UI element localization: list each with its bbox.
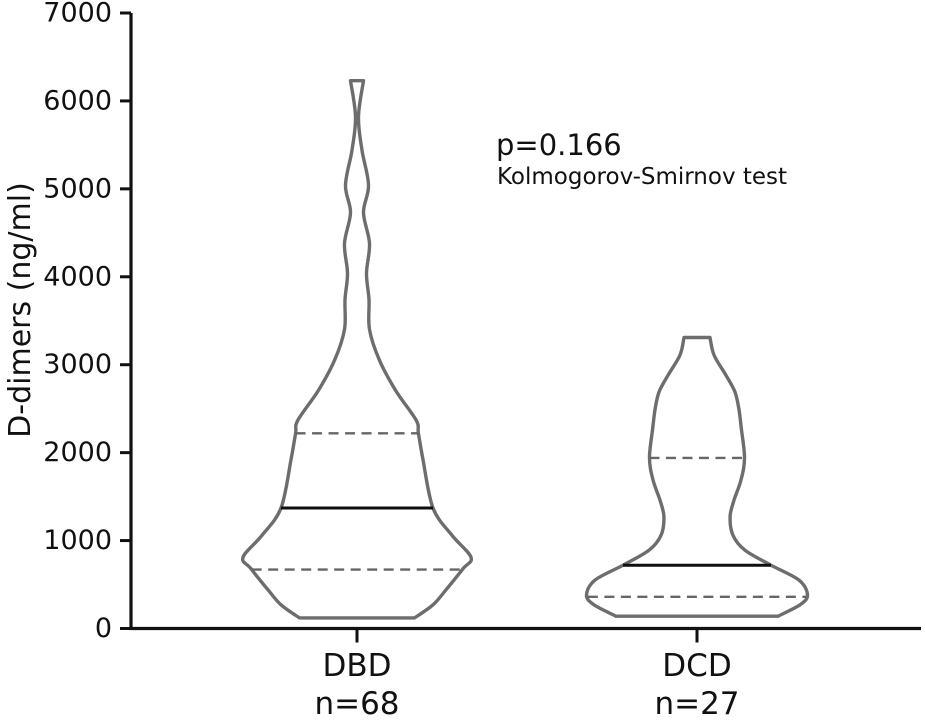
group-label-dcd: DCD (662, 648, 731, 684)
y-tick-label: 7000 (43, 0, 112, 29)
y-axis-label: D-dimers (ng/ml) (3, 182, 38, 438)
p-value-text: p=0.166 (496, 128, 622, 162)
y-tick-label: 5000 (43, 173, 112, 204)
y-tick-label: 0 (95, 613, 112, 644)
group-label-dbd: DBD (322, 648, 391, 684)
statistical-test-name-text: Kolmogorov-Smirnov test (497, 164, 787, 190)
group-n-label-dbd: n=68 (314, 686, 399, 719)
y-tick-label: 3000 (43, 349, 112, 380)
y-tick-label: 1000 (43, 525, 112, 556)
violins-layer (240, 79, 810, 620)
violin-outline-dcd (584, 335, 810, 618)
y-tick-label: 6000 (43, 85, 112, 116)
y-tick-label: 4000 (43, 261, 112, 292)
y-tick-label: 2000 (43, 437, 112, 468)
group-n-label-dcd: n=27 (654, 686, 739, 719)
violin-outline-dbd (240, 79, 474, 620)
y-axis-ticks: 0 1000 2000 3000 4000 5000 6000 7000 (43, 0, 131, 644)
